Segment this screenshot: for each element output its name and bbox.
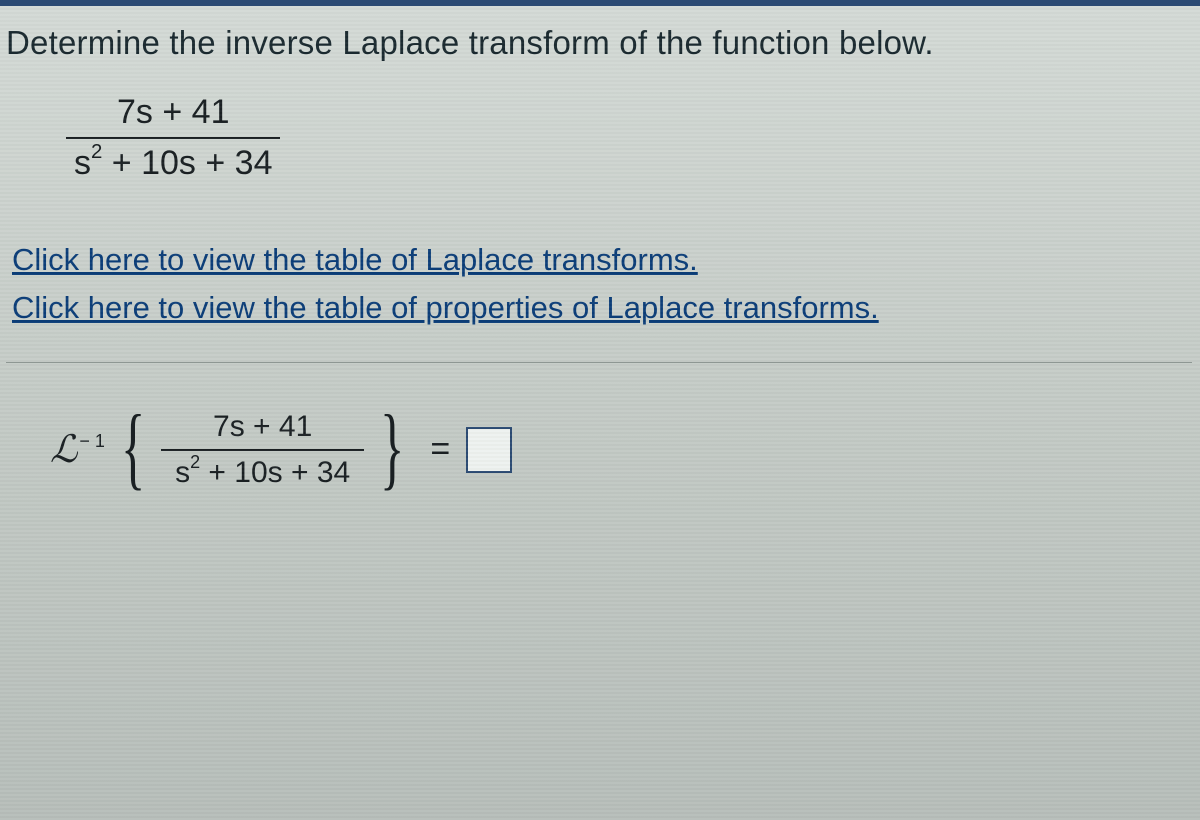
left-brace-icon: { — [121, 420, 145, 475]
script-l-symbol: ℒ — [50, 427, 77, 472]
help-links: Click here to view the table of Laplace … — [12, 236, 1192, 332]
laplace-properties-link[interactable]: Click here to view the table of properti… — [12, 290, 879, 325]
inverse-laplace-operator: ℒ − 1 — [50, 427, 105, 472]
section-divider — [6, 362, 1192, 363]
fraction-denominator: s2 + 10s + 34 — [66, 141, 280, 186]
answer-denominator-rest: + 10s + 34 — [200, 456, 350, 489]
denominator-exp: 2 — [91, 141, 102, 163]
question-prompt: Determine the inverse Laplace transform … — [6, 24, 1192, 62]
answer-input[interactable] — [466, 427, 512, 473]
answer-denominator-var: s — [175, 456, 190, 489]
right-brace-icon: } — [380, 420, 404, 475]
equals-sign: = — [430, 430, 450, 469]
answer-expression-row: ℒ − 1 { 7s + 41 s2 + 10s + 34 } = — [50, 407, 1192, 493]
denominator-rest: + 10s + 34 — [102, 144, 272, 182]
answer-fraction-denominator: s2 + 10s + 34 — [161, 453, 364, 493]
answer-fraction-bar — [161, 449, 364, 451]
answer-fraction: 7s + 41 s2 + 10s + 34 — [161, 407, 364, 493]
fraction-numerator: 7s + 41 — [66, 90, 280, 135]
answer-fraction-numerator: 7s + 41 — [161, 407, 364, 447]
fraction-bar — [66, 137, 280, 139]
question-panel: Determine the inverse Laplace transform … — [0, 0, 1200, 820]
given-function-fraction: 7s + 41 s2 + 10s + 34 — [66, 90, 280, 186]
operator-exponent: − 1 — [79, 431, 105, 452]
answer-denominator-exp: 2 — [190, 452, 200, 472]
laplace-table-link[interactable]: Click here to view the table of Laplace … — [12, 242, 698, 277]
denominator-var: s — [74, 144, 91, 182]
